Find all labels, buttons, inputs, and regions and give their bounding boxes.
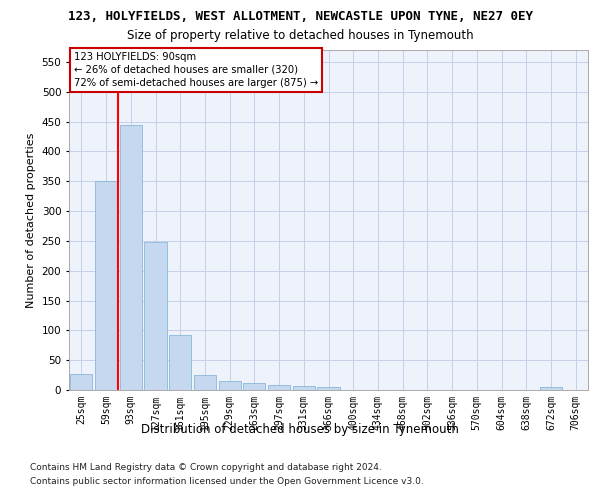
Bar [540,387,562,390]
Bar [145,242,167,390]
Text: 123, HOLYFIELDS, WEST ALLOTMENT, NEWCASTLE UPON TYNE, NE27 0EY: 123, HOLYFIELDS, WEST ALLOTMENT, NEWCAST… [67,10,533,23]
Bar [268,385,290,390]
Text: Distribution of detached houses by size in Tynemouth: Distribution of detached houses by size … [141,422,459,436]
Bar [70,374,92,390]
Text: Contains public sector information licensed under the Open Government Licence v3: Contains public sector information licen… [30,478,424,486]
Text: Contains HM Land Registry data © Crown copyright and database right 2024.: Contains HM Land Registry data © Crown c… [30,462,382,471]
Bar [243,383,265,390]
Bar [293,386,315,390]
Bar [95,181,117,390]
Text: 123 HOLYFIELDS: 90sqm
← 26% of detached houses are smaller (320)
72% of semi-det: 123 HOLYFIELDS: 90sqm ← 26% of detached … [74,52,319,88]
Bar [194,375,216,390]
Bar [218,381,241,390]
Y-axis label: Number of detached properties: Number of detached properties [26,132,36,308]
Bar [317,387,340,390]
Bar [169,334,191,390]
Bar [119,124,142,390]
Text: Size of property relative to detached houses in Tynemouth: Size of property relative to detached ho… [127,29,473,42]
